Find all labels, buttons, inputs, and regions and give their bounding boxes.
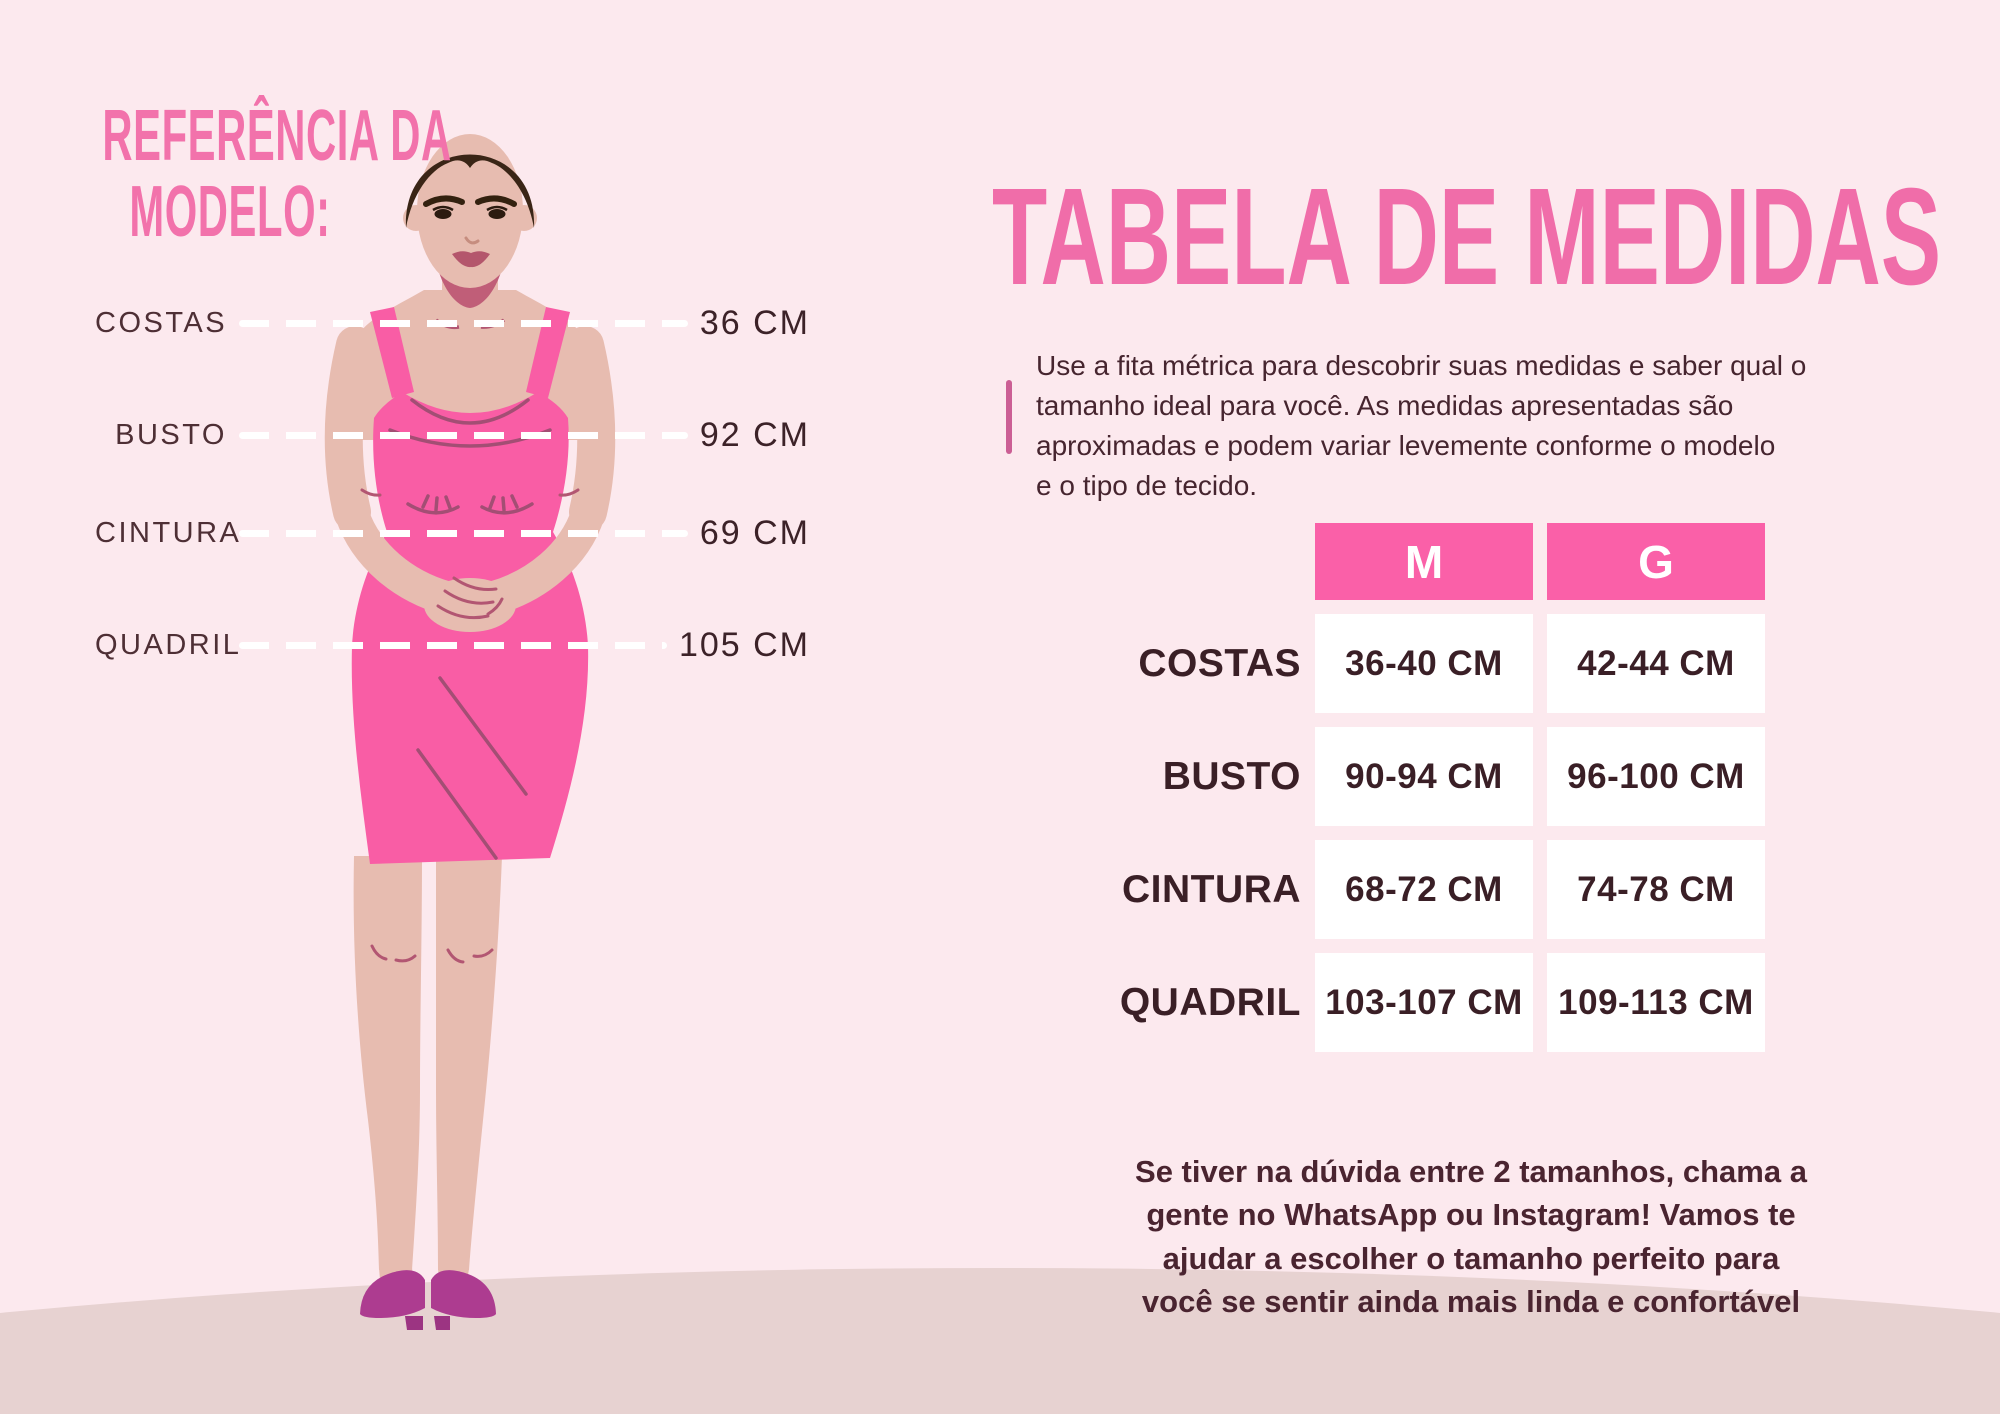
reference-title-line2: MODELO: (129, 172, 331, 253)
cell-busto-m: 90-94 CM (1315, 727, 1533, 826)
measurement-value: 36 CM (699, 303, 810, 342)
model-illustration (324, 134, 616, 1330)
contact-note: Se tiver na dúvida entre 2 tamanhos, cha… (1135, 1154, 1807, 1320)
dashed-measure-line (239, 431, 688, 439)
cell-costas-m: 36-40 CM (1315, 614, 1533, 713)
model-knee-lines (370, 944, 494, 964)
model-shoes (360, 1270, 496, 1330)
model-legs (353, 856, 502, 1289)
measurement-value: 92 CM (699, 415, 810, 454)
measurement-row-quadril: QUADRIL 105 CM (95, 621, 810, 669)
measurement-row-costas: COSTAS 36 CM (95, 299, 810, 347)
measurement-label: QUADRIL (95, 628, 242, 661)
intro-paragraph: Use a fita métrica para descobrir suas m… (1036, 350, 1807, 502)
cell-busto-g: 96-100 CM (1547, 727, 1765, 826)
model-face (417, 134, 523, 288)
dress-detail-lines (388, 398, 552, 860)
cell-cintura-g: 74-78 CM (1547, 840, 1765, 939)
reference-title-line1: REFERÊNCIA DA (102, 96, 452, 176)
row-label-busto: BUSTO (1162, 754, 1301, 798)
dashed-measure-line (239, 641, 667, 649)
cell-quadril-m: 103-107 CM (1315, 953, 1533, 1052)
column-header-m: M (1315, 523, 1533, 600)
measurement-label: BUSTO (115, 418, 227, 451)
model-forearms-hands (335, 488, 605, 632)
size-table: M G COSTAS 36-40 CM 42-44 CM BUSTO 90-94… (1085, 523, 1765, 1052)
table-corner-cell (1085, 523, 1301, 600)
reference-title: REFERÊNCIA DA MODELO: (10, 96, 452, 253)
dashed-measure-line (239, 319, 688, 327)
model-face-features (423, 195, 517, 268)
measurement-value: 69 CM (699, 513, 810, 552)
row-label-costas: COSTAS (1138, 641, 1301, 685)
measurement-label: CINTURA (95, 516, 242, 549)
intro-accent-bar (1006, 380, 1012, 454)
cell-quadril-g: 109-113 CM (1547, 953, 1765, 1052)
cell-cintura-m: 68-72 CM (1315, 840, 1533, 939)
measurement-row-busto: BUSTO 92 CM (95, 411, 810, 459)
row-label-cintura: CINTURA (1122, 867, 1301, 911)
measurement-row-cintura: CINTURA 69 CM (95, 509, 810, 557)
page-title: TABELA DE MEDIDAS (992, 160, 1942, 314)
measurement-label: COSTAS (95, 306, 228, 339)
ground-ellipse (0, 1268, 2000, 1414)
model-finger-lines (436, 576, 504, 620)
measurement-value: 105 CM (678, 625, 810, 664)
column-header-g: G (1547, 523, 1765, 600)
row-label-quadril: QUADRIL (1119, 980, 1301, 1024)
cell-costas-g: 42-44 CM (1547, 614, 1765, 713)
dashed-measure-line (239, 529, 688, 537)
